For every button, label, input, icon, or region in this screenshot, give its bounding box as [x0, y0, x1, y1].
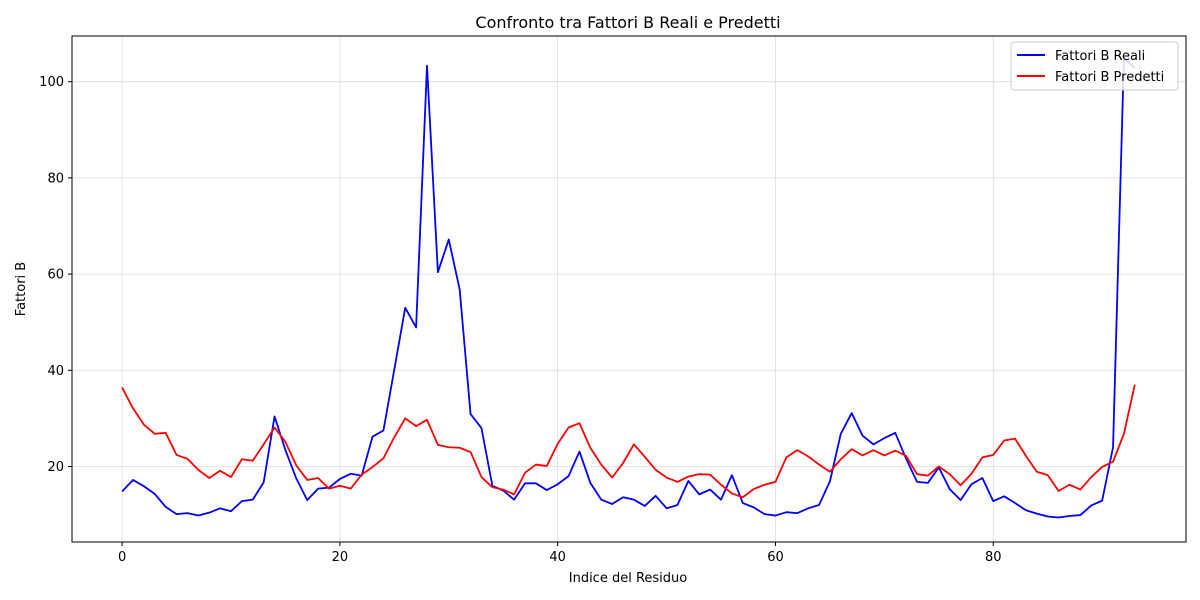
- y-axis-label: Fattori B: [14, 262, 29, 316]
- legend-box: [1010, 41, 1179, 91]
- y-tick-label: 100: [39, 75, 64, 90]
- x-tick-label: 60: [767, 550, 784, 565]
- legend-label-reali: Fattori B Reali: [1055, 49, 1145, 64]
- chart-title: Confronto tra Fattori B Reali e Predetti: [475, 13, 780, 32]
- x-tick-label: 80: [985, 550, 1002, 565]
- x-gridlines: [121, 36, 994, 542]
- series-line-reali: [121, 56, 1136, 519]
- y-tick-label: 20: [47, 460, 64, 475]
- y-tick-label: 60: [47, 268, 64, 283]
- y-axis-ticks: 20 40 60 80 100: [39, 75, 72, 475]
- series-layer: [121, 56, 1136, 519]
- x-tick-label: 0: [118, 550, 126, 565]
- x-axis-label: Indice del Residuo: [569, 571, 688, 586]
- y-tick-label: 80: [47, 171, 64, 186]
- legend: Fattori B Reali Fattori B Predetti: [1010, 41, 1179, 91]
- x-axis-ticks: 0 20 40 60 80: [118, 542, 1002, 565]
- x-tick-label: 20: [332, 550, 349, 565]
- x-tick-label: 40: [549, 550, 566, 565]
- legend-label-predetti: Fattori B Predetti: [1055, 70, 1164, 85]
- y-gridlines: [72, 81, 1186, 467]
- y-tick-label: 40: [47, 364, 64, 379]
- plot-frame: [71, 35, 1187, 543]
- series-line-predetti: [121, 384, 1136, 499]
